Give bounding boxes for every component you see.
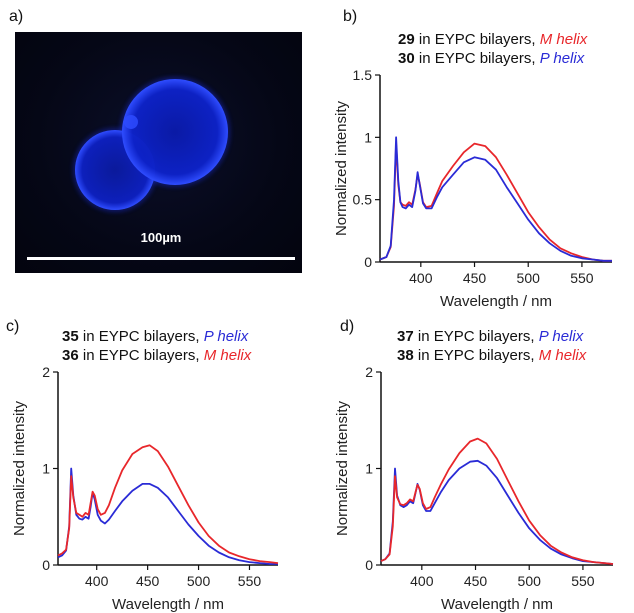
legend-text: in EYPC bilayers, [413,347,539,364]
panel-c-legend: 35 in EYPC bilayers, P helix 36 in EYPC … [62,327,251,365]
vesicle-large [122,79,228,185]
vesicles-graphic: 100µm [27,77,295,260]
y-tick-label: 0 [364,254,372,270]
x-tick-label: 550 [238,573,262,589]
x-tick-label: 450 [136,573,160,589]
legend-entry: 36 in EYPC bilayers, M helix [62,346,251,365]
panel-b-legend: 29 in EYPC bilayers, M helix 30 in EYPC … [398,30,587,68]
legend-entry: 38 in EYPC bilayers, M helix [397,346,586,365]
panel-d-letter: d) [340,318,355,335]
legend-entry: 30 in EYPC bilayers, P helix [398,49,587,68]
panel-b-letter: b) [343,8,358,25]
series-line [380,437,614,565]
legend-entry: 37 in EYPC bilayers, P helix [397,327,586,346]
helix-label: M helix [538,347,587,364]
helix-label: M helix [203,347,252,364]
helix-label: P helix [539,50,585,67]
series-line [379,136,612,262]
panel-d-legend: 37 in EYPC bilayers, P helix 38 in EYPC … [397,327,586,365]
x-axis-title: Wavelength / nm [112,596,224,613]
scale-bar-label: 100µm [141,230,182,245]
compound-number: 38 [397,347,414,364]
y-axis-title: Normalized intensity [333,100,350,236]
legend-text: in EYPC bilayers, [78,328,204,345]
y-axis-title: Normalized intensity [11,400,28,536]
y-tick-label: 1.5 [353,67,373,83]
y-tick-label: 2 [365,364,373,380]
x-tick-label: 500 [187,573,211,589]
compound-number: 37 [397,328,414,345]
compound-number: 36 [62,347,79,364]
x-axis-title: Wavelength / nm [440,293,552,310]
x-tick-label: 400 [410,573,434,589]
series-line [57,444,279,564]
legend-text: in EYPC bilayers, [78,347,204,364]
helix-label: P helix [538,328,584,345]
y-tick-label: 0 [365,557,373,573]
panel-a-letter: a) [9,8,24,25]
x-tick-label: 450 [463,270,487,286]
y-axis-title: Normalized intensity [334,400,351,536]
x-tick-label: 500 [517,270,541,286]
y-tick-label: 1 [364,129,372,145]
compound-number: 30 [398,50,415,67]
x-axis-title: Wavelength / nm [441,596,553,613]
series-line [380,459,614,565]
legend-text: in EYPC bilayers, [414,31,540,48]
micrograph-image: 100µm [15,32,302,273]
scale-bar [27,257,295,260]
x-tick-label: 400 [409,270,433,286]
y-tick-label: 0.5 [353,192,373,208]
y-tick-label: 0 [42,557,50,573]
x-tick-label: 450 [464,573,488,589]
compound-number: 29 [398,31,415,48]
helix-label: P helix [203,328,249,345]
legend-text: in EYPC bilayers, [414,50,540,67]
y-tick-label: 1 [365,461,373,477]
compound-number: 35 [62,328,79,345]
legend-text: in EYPC bilayers, [413,328,539,345]
legend-entry: 29 in EYPC bilayers, M helix [398,30,587,49]
x-tick-label: 400 [85,573,109,589]
panel-c-letter: c) [6,318,20,335]
y-tick-label: 2 [42,364,50,380]
helix-label: M helix [539,31,588,48]
legend-entry: 35 in EYPC bilayers, P helix [62,327,251,346]
y-tick-label: 1 [42,461,50,477]
x-tick-label: 550 [571,573,595,589]
x-tick-label: 500 [518,573,542,589]
x-tick-label: 550 [570,270,594,286]
